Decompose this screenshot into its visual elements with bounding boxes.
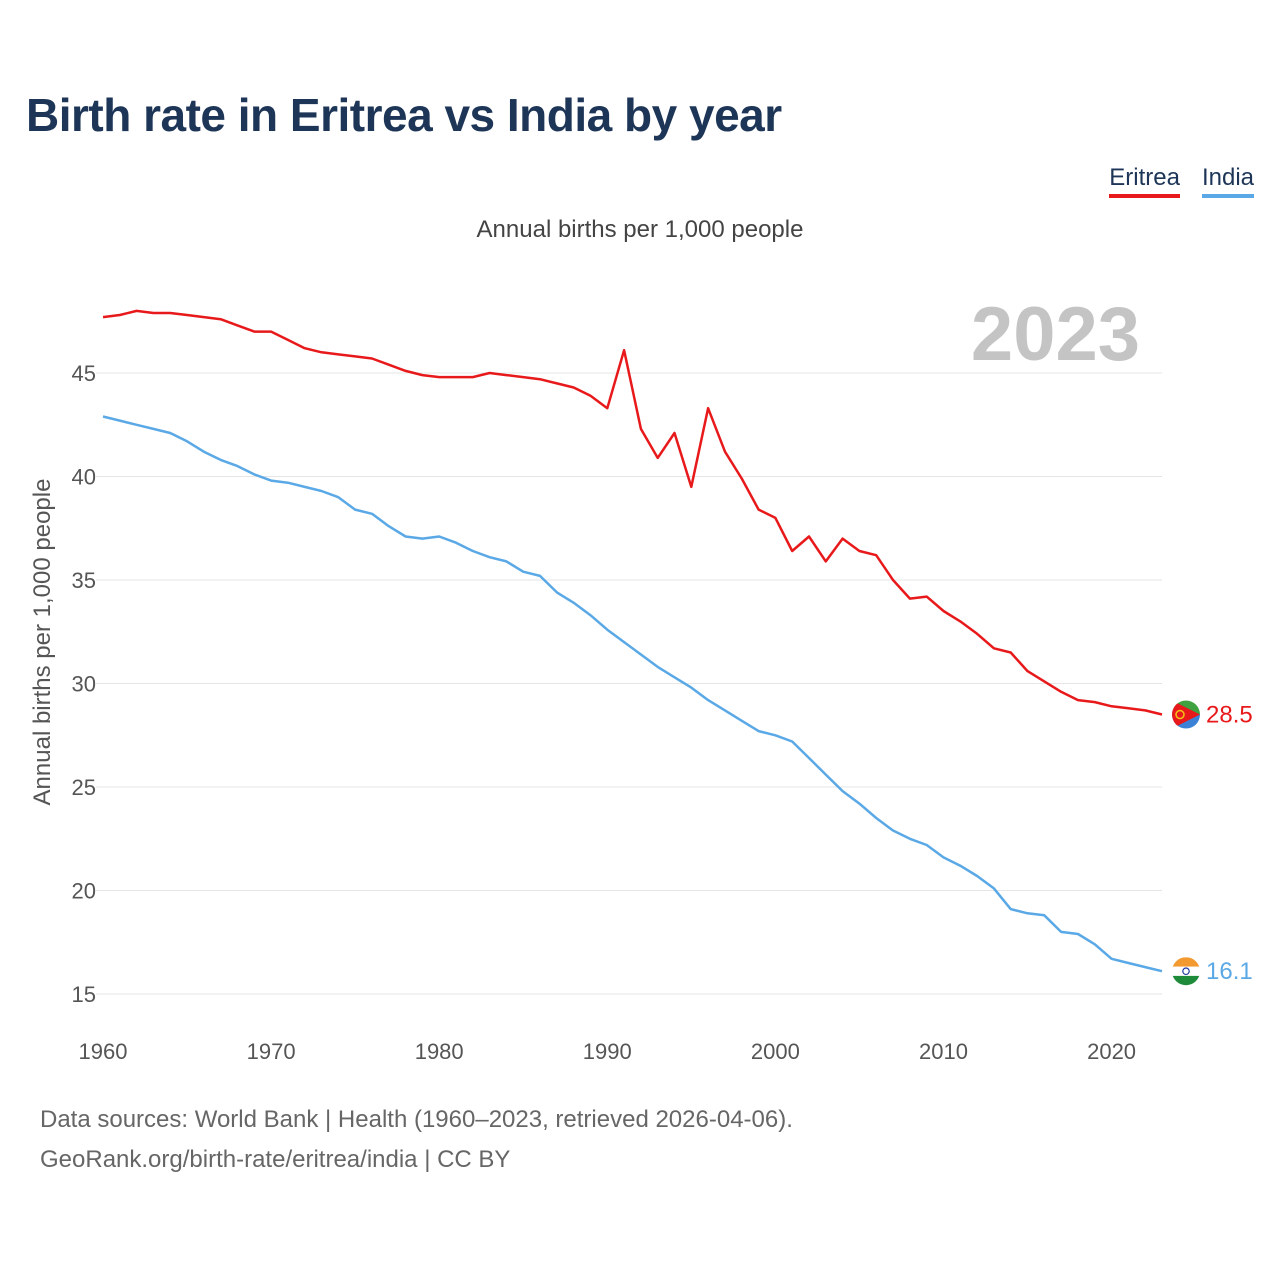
series-lines: [102, 309, 1163, 973]
chart-title: Birth rate in Eritrea vs India by year: [26, 89, 782, 141]
y-axis-label: Annual births per 1,000 people: [29, 479, 56, 806]
legend-item-eritrea[interactable]: Eritrea: [1109, 164, 1180, 198]
y-tick-label-20: 20: [72, 879, 96, 904]
chart-subtitle: Annual births per 1,000 people: [476, 216, 804, 243]
y-tick-label-35: 35: [72, 568, 96, 593]
legend-item-india[interactable]: India: [1201, 164, 1254, 198]
y-tick-label-15: 15: [72, 982, 96, 1007]
end-label-india: 16.1: [1206, 958, 1253, 985]
y-tick-label-40: 40: [72, 465, 96, 490]
gridlines: [96, 372, 1162, 995]
series-line-eritrea: [102, 309, 1163, 716]
x-tick-label-1970: 1970: [247, 1039, 296, 1064]
series-line-india: [102, 415, 1163, 973]
x-tick-label-2010: 2010: [919, 1039, 968, 1064]
y-tick-label-25: 25: [72, 775, 96, 800]
legend: Eritrea India: [1109, 164, 1254, 198]
x-tick-label-2000: 2000: [751, 1039, 800, 1064]
y-tick-label-30: 30: [72, 672, 96, 697]
y-tick-label-45: 45: [72, 361, 96, 386]
series-endpoints: 28.5 16.1: [1172, 700, 1253, 986]
x-tick-label-1980: 1980: [415, 1039, 464, 1064]
x-tick-labels: 1960 1970 1980 1990 2000 2010 2020: [79, 1039, 1137, 1064]
y-tick-labels: 15 20 25 30 35 40 45: [72, 361, 96, 1007]
footer-source: Data sources: World Bank | Health (1960–…: [40, 1106, 793, 1133]
eritrea-flag-icon: [1172, 700, 1200, 729]
footer-credit[interactable]: GeoRank.org/birth-rate/eritrea/india | C…: [40, 1146, 511, 1173]
india-flag-icon: [1172, 957, 1200, 986]
x-tick-label-2020: 2020: [1087, 1039, 1136, 1064]
year-watermark: 2023: [971, 292, 1140, 377]
x-tick-label-1960: 1960: [79, 1039, 128, 1064]
end-label-eritrea: 28.5: [1206, 702, 1253, 729]
x-tick-label-1990: 1990: [583, 1039, 632, 1064]
